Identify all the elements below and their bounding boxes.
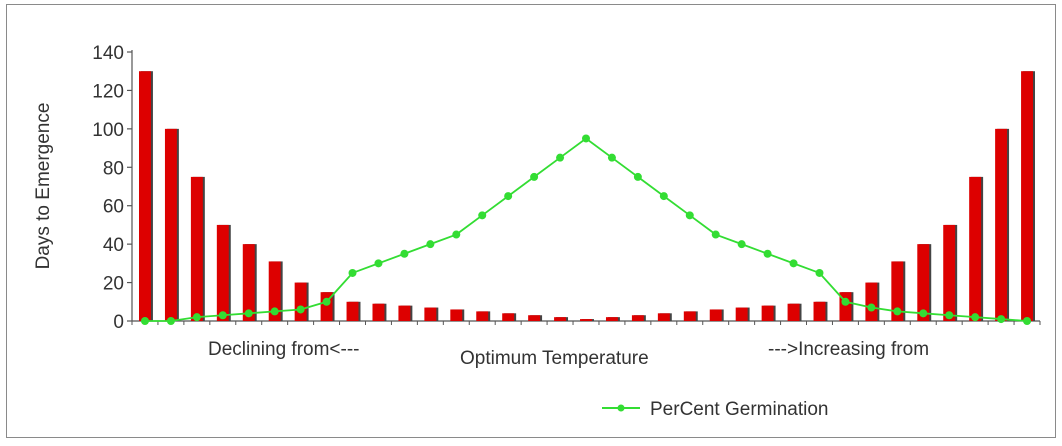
y-tick-label-0: 0	[113, 312, 124, 333]
bar	[139, 71, 151, 321]
germination-point	[1023, 317, 1032, 325]
germination-point	[452, 230, 461, 239]
bar	[346, 301, 359, 321]
germination-point	[945, 311, 954, 320]
bar	[528, 315, 541, 321]
germination-point	[919, 309, 928, 318]
germination-point	[400, 249, 409, 258]
germination-point	[296, 305, 305, 314]
y-tick-label-120: 120	[92, 81, 124, 102]
bar	[502, 313, 515, 321]
germination-point	[530, 172, 539, 181]
bar	[969, 176, 982, 321]
bar	[398, 305, 411, 321]
germination-point	[971, 313, 980, 322]
germination-point	[478, 211, 487, 220]
germination-point	[504, 192, 513, 201]
germination-point	[841, 297, 850, 306]
germination-point	[374, 259, 383, 268]
bar	[917, 244, 930, 321]
bar	[294, 282, 307, 321]
bar	[761, 305, 774, 321]
legend-label: PerCent Germination	[650, 399, 828, 420]
germination-point	[140, 317, 149, 325]
bar	[891, 261, 904, 321]
germination-point	[218, 311, 227, 320]
y-tick-label-80: 80	[103, 158, 124, 179]
bar	[709, 309, 722, 321]
germination-point	[556, 153, 565, 162]
bar	[631, 315, 644, 321]
germination-point	[348, 268, 357, 277]
bar	[580, 319, 592, 321]
bar	[450, 309, 463, 321]
legend: PerCent Germination	[602, 399, 828, 420]
germination-point	[244, 309, 253, 318]
bar	[164, 128, 177, 321]
germination-point	[582, 134, 590, 143]
bar	[787, 303, 800, 321]
bar	[320, 292, 333, 321]
bar	[813, 301, 826, 321]
germination-point	[659, 192, 668, 201]
bar	[605, 317, 618, 321]
bar	[216, 224, 229, 321]
bar	[839, 292, 852, 321]
bar	[657, 313, 670, 321]
germination-point	[711, 230, 720, 239]
germination-point	[737, 240, 746, 249]
y-tick-label-140: 140	[92, 43, 124, 64]
bar	[683, 311, 696, 321]
chart-frame	[6, 4, 1056, 438]
bar	[1021, 71, 1033, 321]
germination-point	[893, 307, 902, 316]
germination-point	[763, 249, 772, 258]
germination-point	[815, 268, 824, 277]
germination-point	[997, 315, 1006, 324]
germination-point	[192, 313, 201, 322]
bar	[242, 244, 255, 321]
bar	[476, 311, 489, 321]
bar	[554, 317, 567, 321]
bar	[735, 307, 748, 321]
y-tick-label-60: 60	[103, 197, 124, 218]
bar	[865, 282, 878, 321]
bar	[995, 128, 1008, 321]
category-label-increasing: --->Increasing from	[768, 339, 929, 360]
bar	[424, 307, 437, 321]
plot-area: 0 20 40 60 80 100 120 140	[92, 43, 1041, 333]
germination-point	[685, 211, 694, 220]
germination-point	[166, 317, 175, 325]
y-tick-label-20: 20	[103, 274, 124, 295]
germination-point	[867, 303, 876, 312]
germination-point	[426, 240, 435, 249]
germination-point	[270, 307, 279, 316]
bar	[372, 303, 385, 321]
legend-point-marker	[617, 404, 625, 412]
category-label-optimum: Optimum Temperature	[460, 348, 649, 369]
y-tick-label-40: 40	[103, 235, 124, 256]
germination-point	[789, 259, 798, 268]
germination-point	[607, 153, 616, 162]
y-axis-title: Days to Emergence	[33, 103, 54, 270]
y-tick-label-100: 100	[92, 120, 124, 141]
category-label-declining: Declining from<---	[208, 339, 360, 360]
bar	[268, 261, 281, 321]
bar	[190, 176, 203, 321]
germination-point	[322, 297, 331, 306]
germination-point	[633, 172, 642, 181]
bar	[943, 224, 956, 321]
